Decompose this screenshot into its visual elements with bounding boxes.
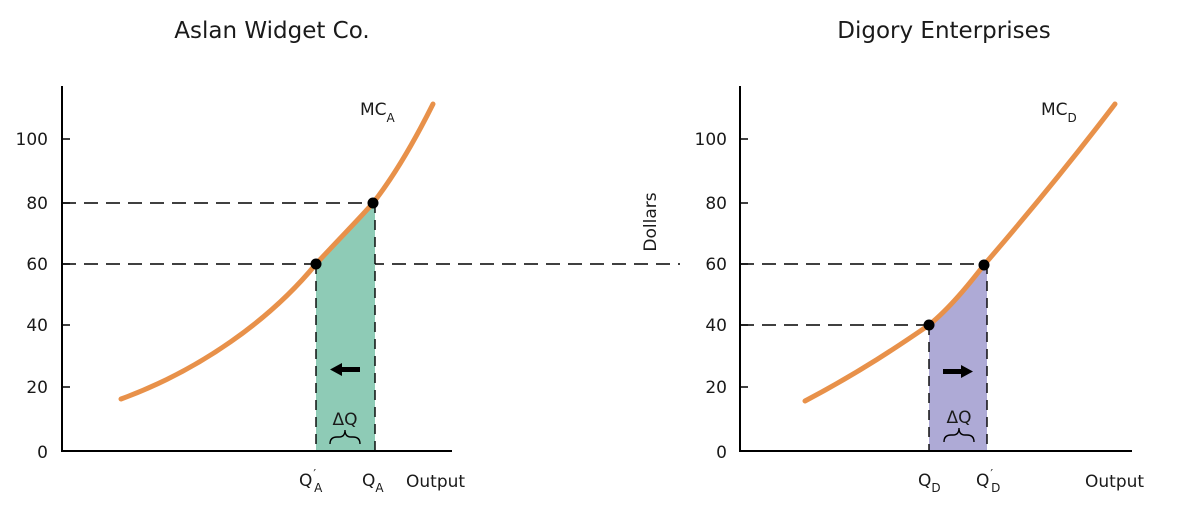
- shaded-area-left: [316, 203, 375, 451]
- x-label-prime: ′: [313, 467, 316, 481]
- mc-curve-a: [118, 101, 436, 402]
- mc-curve-d: [802, 101, 1118, 404]
- x-label-main: Q: [918, 471, 931, 491]
- brace-icon-left: [329, 429, 361, 445]
- chart-title-digory: Digory Enterprises: [837, 18, 1050, 44]
- x-label-sub: A: [314, 481, 323, 495]
- chart-digory: Digory Enterprises 100 80 60 40 20 0 Dol…: [641, 18, 1144, 495]
- curve-label-main: MC: [1041, 100, 1068, 120]
- point-q-d: [923, 319, 935, 331]
- y-ticks-right: 100 80 60 40 20 0: [695, 130, 748, 463]
- y-ticks-left: 100 80 60 40 20 0: [16, 130, 70, 463]
- arrow-right-icon: [943, 365, 973, 378]
- y-axis-title-dollars: Dollars: [641, 192, 661, 251]
- x-label-sub: A: [375, 481, 384, 495]
- point-qprime-a: [310, 258, 322, 270]
- y-tick-label: 40: [26, 316, 48, 336]
- curve-label-mc-a: MCA: [360, 100, 396, 125]
- x-label-sub: D: [931, 481, 940, 495]
- y-tick-label: 20: [26, 378, 48, 398]
- x-label-qprime-a: Q′ A: [299, 467, 323, 495]
- delta-q-label-left: ΔQ: [332, 410, 357, 430]
- y-tick-label: 80: [26, 194, 48, 214]
- delta-q-label-right: ΔQ: [946, 408, 971, 428]
- y-tick-label: 60: [705, 255, 727, 275]
- point-qprime-d: [978, 259, 990, 271]
- curve-label-sub: A: [387, 111, 396, 125]
- curve-label-sub: D: [1068, 111, 1077, 125]
- y-tick-label: 0: [37, 443, 48, 463]
- chart-title-aslan: Aslan Widget Co.: [174, 18, 369, 44]
- x-label-main: Q: [299, 471, 312, 491]
- y-tick-label: 100: [16, 130, 48, 150]
- y-tick-label: 100: [695, 130, 727, 150]
- y-tick-label: 20: [705, 378, 727, 398]
- x-axis-title-left: Output: [406, 472, 465, 492]
- x-label-main: Q: [362, 471, 375, 491]
- brace-icon-right: [943, 427, 975, 443]
- x-label-q-d: QD: [918, 471, 941, 495]
- x-label-q-a: QA: [362, 471, 384, 495]
- y-tick-label: 80: [705, 194, 727, 214]
- y-tick-label: 60: [26, 255, 48, 275]
- x-label-sub: D: [991, 481, 1000, 495]
- x-label-qprime-d: Q′ D: [976, 467, 1000, 495]
- curve-label-main: MC: [360, 100, 387, 120]
- point-q-a: [367, 197, 379, 209]
- x-label-prime: ′: [990, 467, 993, 481]
- x-axis-title-right: Output: [1085, 472, 1144, 492]
- y-tick-label: 0: [716, 443, 727, 463]
- shaded-area-right: [929, 264, 987, 451]
- chart-aslan: Aslan Widget Co. 100 80 60 40 20 0 MCA: [16, 18, 466, 495]
- curve-label-mc-d: MCD: [1041, 100, 1077, 125]
- x-label-main: Q: [976, 471, 989, 491]
- arrow-left-icon: [330, 363, 360, 376]
- y-tick-label: 40: [705, 316, 727, 336]
